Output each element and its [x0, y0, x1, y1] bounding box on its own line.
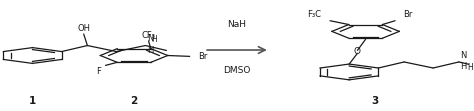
Text: F: F — [96, 67, 101, 76]
Text: 2: 2 — [130, 96, 137, 106]
Text: H: H — [151, 35, 157, 44]
Text: 3: 3 — [371, 96, 379, 106]
Text: H: H — [467, 62, 473, 71]
Text: OH: OH — [77, 24, 90, 33]
Text: NaH: NaH — [228, 20, 246, 29]
Text: N: N — [460, 51, 466, 60]
Text: F₃C: F₃C — [307, 10, 321, 19]
Text: Br: Br — [403, 10, 413, 19]
Text: CF₃: CF₃ — [142, 31, 155, 40]
Text: Br: Br — [198, 52, 208, 61]
Text: H: H — [147, 46, 154, 55]
Text: O: O — [354, 47, 361, 56]
Text: 1: 1 — [29, 96, 36, 106]
Text: DMSO: DMSO — [223, 66, 251, 75]
Text: N: N — [147, 34, 154, 43]
Text: H: H — [460, 62, 466, 71]
